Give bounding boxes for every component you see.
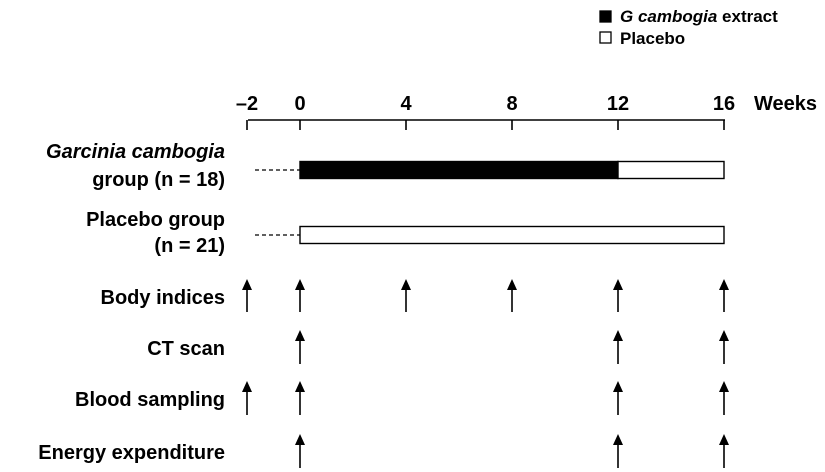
group-bars (255, 160, 725, 245)
axis-tick-label: 16 (713, 93, 735, 115)
measurement-arrow (295, 434, 305, 468)
measurement-arrow (507, 279, 517, 312)
group-label-placebo-line1: Placebo group (86, 209, 225, 231)
legend-swatch-placebo (599, 31, 612, 44)
axis-tick-label: 0 (294, 93, 305, 115)
axis-tick-label: 4 (400, 93, 412, 115)
group-label-garcinia-line1: Garcinia cambogia (46, 141, 225, 163)
measurement-label-energy-expenditure: Energy expenditure (38, 442, 225, 464)
measurement-arrow (719, 434, 729, 468)
treatment-bar-segment (299, 160, 619, 180)
measurement-arrow (613, 434, 623, 468)
group-label-placebo-line2: (n = 21) (154, 235, 225, 257)
measurement-arrow (295, 279, 305, 312)
treatment-bar-segment (617, 160, 725, 180)
measurement-arrow (613, 279, 623, 312)
measurement-label-body-indices: Body indices (101, 287, 225, 309)
measurement-arrow (242, 279, 252, 312)
legend-swatch-extract (599, 10, 612, 23)
treatment-bar-segment (299, 225, 725, 245)
measurement-arrow (719, 330, 729, 364)
axis-ticks: –2 0 4 8 12 16 (236, 93, 735, 130)
measurement-arrow (719, 381, 729, 415)
axis-tick-label: –2 (236, 93, 258, 115)
axis-tick-label: 12 (607, 93, 629, 115)
measurement-label-ct-scan: CT scan (147, 338, 225, 360)
axis-unit-label: Weeks (754, 93, 817, 115)
group-labels: Garcinia cambogia group (n = 18) Placebo… (46, 141, 225, 257)
measurement-arrow (242, 381, 252, 415)
measurement-labels: Body indices CT scan Blood sampling Ener… (38, 287, 225, 464)
measurement-arrow (719, 279, 729, 312)
measurement-arrow (295, 381, 305, 415)
measurement-arrow (613, 381, 623, 415)
legend-label-extract: G cambogia extract (620, 7, 778, 26)
timeline-axis: –2 0 4 8 12 16 Weeks (236, 93, 817, 130)
group-label-garcinia-line2: group (n = 18) (92, 169, 225, 191)
legend: G cambogia extract Placebo (599, 7, 778, 48)
measurement-arrow (401, 279, 411, 312)
axis-tick-label: 8 (506, 93, 517, 115)
measurement-arrows (242, 279, 729, 468)
measurement-label-blood-sampling: Blood sampling (75, 389, 225, 411)
measurement-arrow (295, 330, 305, 364)
legend-label-placebo: Placebo (620, 29, 685, 48)
measurement-arrow (613, 330, 623, 364)
